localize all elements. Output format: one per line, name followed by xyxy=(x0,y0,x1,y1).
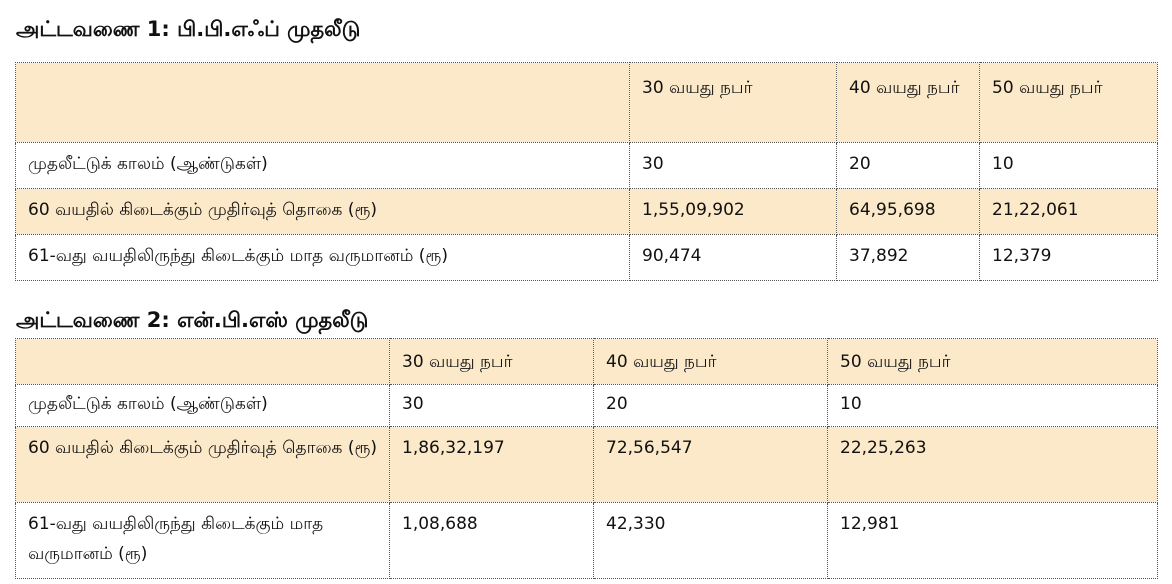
header-cell-empty xyxy=(15,338,390,385)
row-label: 60 வயதில் கிடைக்கும் முதிர்வுத் தொகை (ரூ… xyxy=(15,426,390,503)
row-label: முதலீட்டுக் காலம் (ஆண்டுகள்) xyxy=(15,142,630,189)
table-row-investment-period: முதலீட்டுக் காலம் (ஆண்டுகள்) 30 20 10 xyxy=(15,384,1158,427)
table-cell: 30 xyxy=(389,384,594,427)
header-cell-age-50: 50 வயது நபர் xyxy=(827,338,1158,385)
table-header-row: 30 வயது நபர் 40 வயது நபர் 50 வயது நபர் xyxy=(15,338,1158,385)
table-row-maturity-amount: 60 வயதில் கிடைக்கும் முதிர்வுத் தொகை (ரூ… xyxy=(15,426,1158,503)
table-cell: 10 xyxy=(827,384,1158,427)
header-cell-age-30: 30 வயது நபர் xyxy=(389,338,594,385)
table-cell: 12,379 xyxy=(979,234,1158,281)
row-label: 61-வது வயதிலிருந்து கிடைக்கும் மாத வருமா… xyxy=(15,502,390,579)
row-label: 61-வது வயதிலிருந்து கிடைக்கும் மாத வருமா… xyxy=(15,234,630,281)
table-cell: 64,95,698 xyxy=(836,188,980,235)
header-cell-empty xyxy=(15,62,630,143)
table-cell: 72,56,547 xyxy=(593,426,828,503)
table-cell: 1,86,32,197 xyxy=(389,426,594,503)
table-cell: 1,08,688 xyxy=(389,502,594,579)
ppf-investment-table: 30 வயது நபர் 40 வயது நபர் 50 வயது நபர் ம… xyxy=(15,62,1158,281)
table-cell: 22,25,263 xyxy=(827,426,1158,503)
table-cell: 21,22,061 xyxy=(979,188,1158,235)
table-cell: 37,892 xyxy=(836,234,980,281)
nps-investment-table: 30 வயது நபர் 40 வயது நபர் 50 வயது நபர் ம… xyxy=(15,338,1158,579)
table-1-title: அட்டவணை 1: பி.பி.எஃப் முதலீடு xyxy=(16,17,361,41)
header-cell-age-40: 40 வயது நபர் xyxy=(836,62,980,143)
table-2-title: அட்டவணை 2: என்.பி.எஸ் முதலீடு xyxy=(16,308,369,332)
table-cell: 10 xyxy=(979,142,1158,189)
header-cell-age-40: 40 வயது நபர் xyxy=(593,338,828,385)
table-row-monthly-income: 61-வது வயதிலிருந்து கிடைக்கும் மாத வருமா… xyxy=(15,234,1158,281)
table-cell: 1,55,09,902 xyxy=(629,188,837,235)
row-label: 60 வயதில் கிடைக்கும் முதிர்வுத் தொகை (ரூ… xyxy=(15,188,630,235)
table-row-investment-period: முதலீட்டுக் காலம் (ஆண்டுகள்) 30 20 10 xyxy=(15,142,1158,189)
header-cell-age-50: 50 வயது நபர் xyxy=(979,62,1158,143)
table-cell: 20 xyxy=(836,142,980,189)
table-cell: 20 xyxy=(593,384,828,427)
table-row-maturity-amount: 60 வயதில் கிடைக்கும் முதிர்வுத் தொகை (ரூ… xyxy=(15,188,1158,235)
header-cell-age-30: 30 வயது நபர் xyxy=(629,62,837,143)
table-cell: 42,330 xyxy=(593,502,828,579)
table-row-monthly-income: 61-வது வயதிலிருந்து கிடைக்கும் மாத வருமா… xyxy=(15,502,1158,579)
table-cell: 12,981 xyxy=(827,502,1158,579)
table-cell: 90,474 xyxy=(629,234,837,281)
table-cell: 30 xyxy=(629,142,837,189)
table-header-row: 30 வயது நபர் 40 வயது நபர் 50 வயது நபர் xyxy=(15,62,1158,143)
row-label: முதலீட்டுக் காலம் (ஆண்டுகள்) xyxy=(15,384,390,427)
